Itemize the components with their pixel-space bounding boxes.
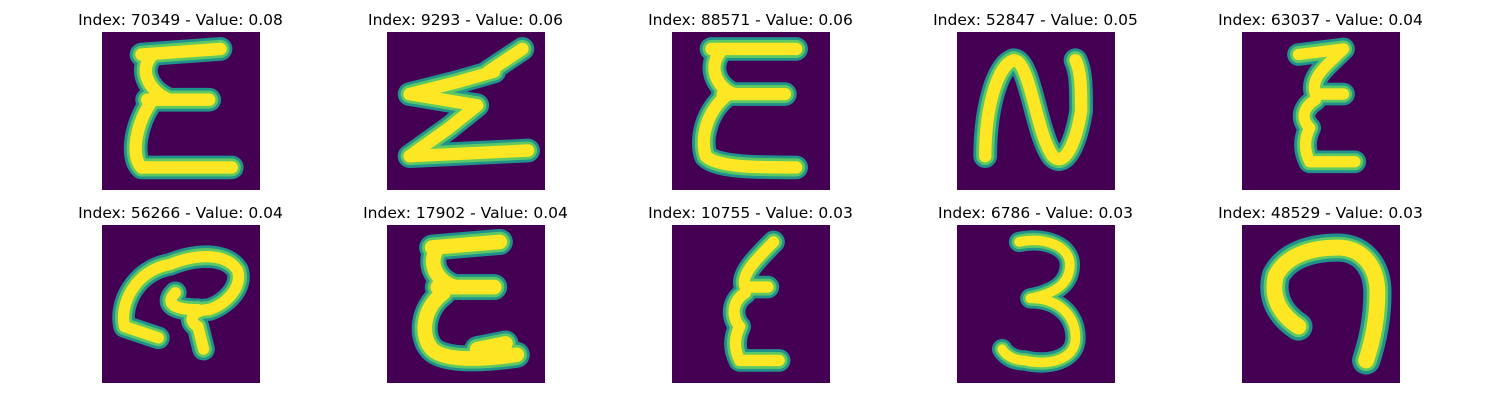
panel-title: Index: 10755 - Value: 0.03 [648, 204, 853, 222]
digit-image [957, 32, 1115, 190]
zigzag-z-glyph [397, 37, 540, 168]
epsilon-narrow-glyph [1287, 37, 1367, 174]
digit-image [957, 225, 1115, 383]
panel-2: Index: 9293 - Value: 0.06 [323, 10, 608, 200]
panel-9: Index: 6786 - Value: 0.03 [893, 203, 1178, 393]
panel-3: Index: 88571 - Value: 0.06 [608, 10, 893, 200]
panel-title: Index: 70349 - Value: 0.08 [78, 11, 283, 29]
panel-7: Index: 17902 - Value: 0.04 [323, 203, 608, 393]
panel-title: Index: 63037 - Value: 0.04 [1218, 11, 1423, 29]
panel-6: Index: 56266 - Value: 0.04 [38, 203, 323, 393]
digit-image [672, 32, 830, 190]
epsilon-tall-glyph [691, 37, 808, 180]
digit-three-glyph [991, 230, 1086, 373]
digit-image [387, 225, 545, 383]
panel-title: Index: 17902 - Value: 0.04 [363, 204, 568, 222]
epsilon-tall-glyph [123, 37, 244, 180]
loop-q-glyph [112, 245, 250, 361]
panel-5: Index: 63037 - Value: 0.04 [1178, 10, 1463, 200]
panel-title: Index: 88571 - Value: 0.06 [648, 11, 853, 29]
panel-1: Index: 70349 - Value: 0.08 [38, 10, 323, 200]
digit-image [672, 225, 830, 383]
digit-image [1242, 225, 1400, 383]
panel-title: Index: 6786 - Value: 0.03 [938, 204, 1133, 222]
digit-image [102, 32, 260, 190]
panel-title: Index: 52847 - Value: 0.05 [933, 11, 1138, 29]
panel-title: Index: 9293 - Value: 0.06 [368, 11, 563, 29]
digit-image [1242, 32, 1400, 190]
panel-8: Index: 10755 - Value: 0.03 [608, 203, 893, 393]
epsilon-narrow-glyph [722, 230, 791, 372]
panel-4: Index: 52847 - Value: 0.05 [893, 10, 1178, 200]
digit-image [387, 32, 545, 190]
arch-glyph [1260, 233, 1392, 375]
epsilon-tall-glyph [411, 228, 530, 372]
letter-n-glyph [973, 48, 1093, 171]
digit-image [102, 225, 260, 383]
panel-10: Index: 48529 - Value: 0.03 [1178, 203, 1463, 393]
panel-title: Index: 56266 - Value: 0.04 [78, 204, 283, 222]
panel-title: Index: 48529 - Value: 0.03 [1218, 204, 1423, 222]
